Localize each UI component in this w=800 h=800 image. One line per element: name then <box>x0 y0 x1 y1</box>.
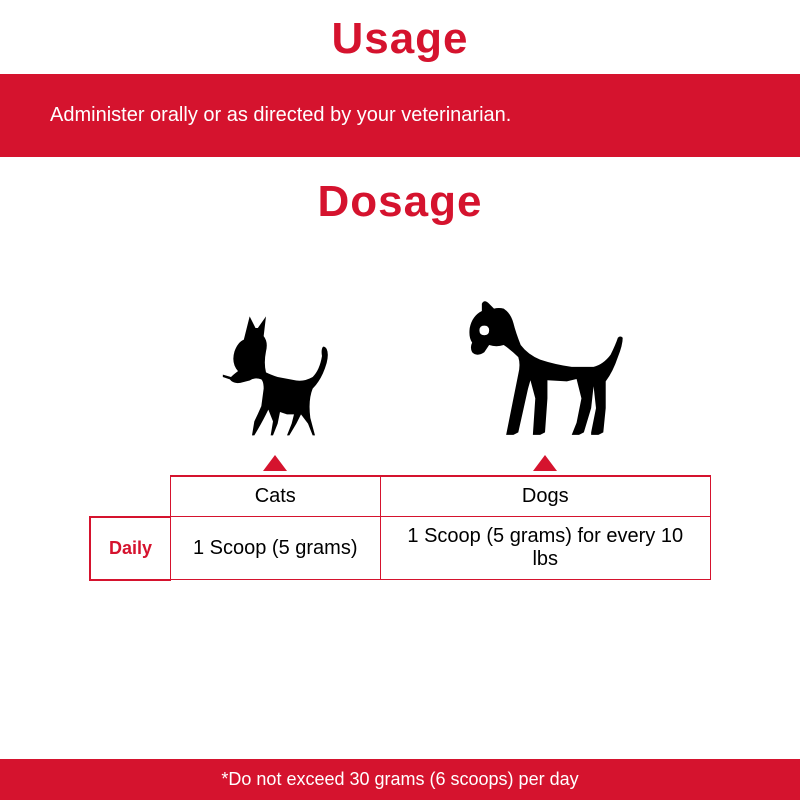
dog-icon-cell <box>380 277 710 471</box>
cat-pointer-icon <box>263 455 287 471</box>
cat-icon-cell <box>170 307 380 471</box>
dosage-table: Cats Dogs Daily 1 Scoop (5 grams) 1 Scoo… <box>89 475 711 581</box>
table-data-row: Daily 1 Scoop (5 grams) 1 Scoop (5 grams… <box>90 517 710 580</box>
dogs-dosage: 1 Scoop (5 grams) for every 10 lbs <box>380 517 710 580</box>
blank-cell <box>90 476 170 517</box>
disclaimer-banner: *Do not exceed 30 grams (6 scoops) per d… <box>0 759 800 800</box>
instruction-banner: Administer orally or as directed by your… <box>0 74 800 157</box>
dosage-table-wrap: Cats Dogs Daily 1 Scoop (5 grams) 1 Scoo… <box>0 475 800 581</box>
dogs-header: Dogs <box>380 476 710 517</box>
cats-header: Cats <box>170 476 380 517</box>
usage-title: Usage <box>0 0 800 74</box>
dosage-title: Dosage <box>0 157 800 277</box>
dog-icon <box>460 277 630 447</box>
daily-label: Daily <box>90 517 170 580</box>
table-header-row: Cats Dogs <box>90 476 710 517</box>
cat-icon <box>217 307 334 447</box>
icons-row <box>0 277 800 471</box>
cats-dosage: 1 Scoop (5 grams) <box>170 517 380 580</box>
dog-pointer-icon <box>533 455 557 471</box>
